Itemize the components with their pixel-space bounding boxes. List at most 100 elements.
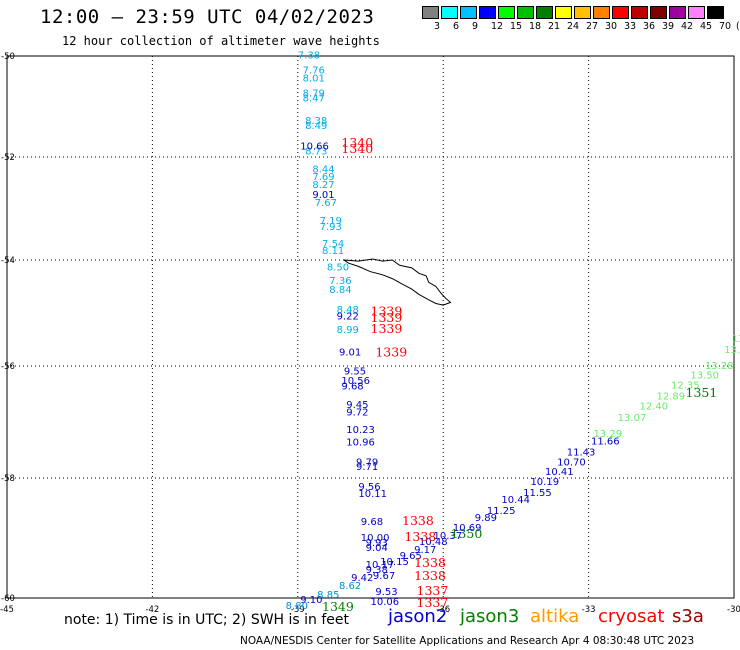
swh-label-green: 13.3 [732,334,740,345]
swh-label-blue: 9.10 [300,595,322,606]
swh-label-blue: 10.96 [346,438,375,449]
colorbar-tick-label: 21 [548,21,561,32]
swh-label-blue: 9.67 [373,571,395,582]
pass-number-label: 1340 [341,141,373,156]
longitude-tick-label: -33 [582,605,596,615]
swh-label-blue: 10.15 [380,557,409,568]
longitude-tick-label: -42 [145,605,159,615]
swh-label-cyan: 8.38 [305,116,327,127]
latitude-tick-label: -50 [1,52,15,62]
swh-label-cyan: 8.27 [312,180,334,191]
longitude-tick-label: -45 [0,605,14,615]
swh-label-teal: 8.80 [286,601,308,612]
swh-label-cyan: 7.19 [320,216,342,227]
swh-label-blue: 11.66 [591,436,620,447]
colorbar-swatch [612,6,629,19]
latitude-tick-label: -56 [1,362,15,372]
swh-label-blue: 10.48 [419,537,448,548]
swh-label-blue: 9.04 [366,543,388,554]
swh-label-cyan: 8.47 [303,93,325,104]
swh-label-blue: 9.01 [312,190,334,201]
colorbar-swatch [593,6,610,19]
longitude-tick-label: -36 [436,605,450,615]
swh-label-blue: 9.17 [414,545,436,556]
swh-label-blue: 9.65 [400,551,422,562]
satellite-legend-jason3: jason3 [460,606,520,627]
pass-number-label: 1351 [686,385,718,400]
satellite-legend-cryosat: cryosat [598,606,665,627]
swh-label-blue: 10.56 [341,376,370,387]
swh-label-cyan: 8.79 [303,88,325,99]
pass-number-label: 1339 [371,321,403,336]
colorbar-tick-label: 42 [681,21,694,32]
colorbar-tick-label: 70 [719,21,732,32]
swh-label-blue: 11.25 [487,506,516,517]
swh-label-blue: 10.06 [371,597,400,608]
swh-label-cyan: 7.38 [298,51,320,62]
swh-label-cyan: 8.11 [322,246,344,257]
swh-label-cyan: 7.36 [329,276,351,287]
pass-number-label: 1339 [375,344,407,359]
swh-label-cyan: 7.54 [322,239,344,250]
swh-label-blue: 11.43 [567,448,596,459]
swh-label-blue: 9.22 [337,311,359,322]
swh-label-blue: 9.55 [344,366,366,377]
colorbar-swatch [650,6,667,19]
colorbar-swatch [631,6,648,19]
swh-label-blue: 9.53 [375,587,397,598]
swh-label-green: 13.29 [593,429,622,440]
swh-label-blue: 9.71 [356,462,378,473]
swh-label-cyan: 8.73 [305,146,327,157]
swh-label-blue: 10.00 [361,533,390,544]
swh-label-blue: 10.70 [557,458,586,469]
swh-label-blue: 9.68 [341,382,363,393]
swh-label-cyan: 8.84 [329,285,351,296]
swh-label-cyan: 8.99 [337,325,359,336]
swh-label-green: 12.40 [639,402,668,413]
swh-label-blue: 9.01 [339,347,361,358]
colorbar-swatch [669,6,686,19]
pass-number-label: 1349 [322,599,354,614]
swh-label-cyan: 7.67 [315,198,337,209]
longitude-tick-label: -39 [291,605,305,615]
colorbar-tick-label: 27 [586,21,599,32]
colorbar-swatch [517,6,534,19]
swh-label-blue: 9.89 [475,513,497,524]
colorbar-swatch [574,6,591,19]
swh-label-blue: 9.93 [366,538,388,549]
swh-label-blue: 10.19 [530,477,559,488]
swh-label-cyan: 8.48 [337,305,359,316]
satellite-legend-jason2: jason2 [388,606,448,627]
pass-number-label: 1338 [414,555,446,570]
colorbar-tick-label: 39 [662,21,675,32]
colorbar-tick-label: 30 [605,21,618,32]
pass-number-label: 1340 [341,135,373,150]
satellite-legend-altika: altika [530,606,580,627]
satellite-legend-s3a: s3a [672,606,704,627]
pass-number-label: 1338 [402,513,434,528]
colorbar-tick-label: 15 [510,21,523,32]
pass-number-label: 1338 [414,568,446,583]
swh-label-green: 13.76 [724,345,740,356]
map-title: 12:00 – 23:59 UTC 04/02/2023 [40,6,375,28]
pass-number-label: 1339 [371,304,403,319]
pass-number-label: 1337 [417,583,449,598]
pass-number-label: 1350 [450,526,482,541]
colorbar-swatch [422,6,439,19]
swh-label-cyan: 8.01 [303,73,325,84]
swh-label-cyan: 7.69 [312,172,334,183]
south-georgia-island-outline [343,258,452,306]
swh-label-blue: 10.17 [366,560,395,571]
swh-label-blue: 9.38 [366,565,388,576]
swh-label-teal: 8.85 [317,590,339,601]
colorbar-tick-label: 45 [700,21,713,32]
swh-label-cyan: 8.50 [327,263,349,274]
colorbar-tick-label: 18 [529,21,542,32]
latitude-tick-label: -60 [1,594,15,604]
credit-line: NOAA/NESDIS Center for Satellite Applica… [240,635,695,647]
colorbar-tick-label: 33 [624,21,637,32]
colorbar-tick-label: 9 [472,21,479,32]
swh-label-blue: 9.68 [361,517,383,528]
note-text: note: 1) Time is in UTC; 2) SWH is in fe… [64,612,350,628]
